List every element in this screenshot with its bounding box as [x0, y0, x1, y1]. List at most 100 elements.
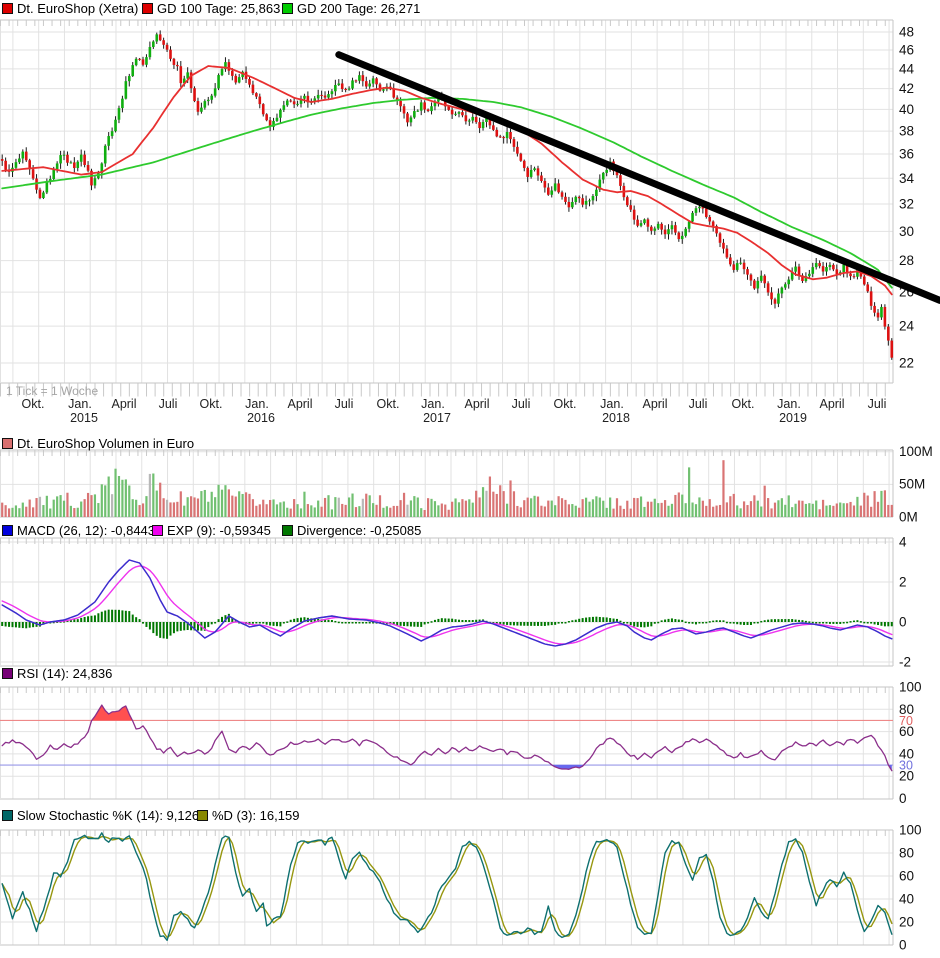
svg-text:28: 28: [899, 253, 914, 268]
legend-item-volume: Dt. EuroShop Volumen in Euro: [2, 435, 195, 451]
svg-text:100M: 100M: [899, 444, 933, 459]
svg-text:36: 36: [899, 147, 914, 162]
svg-text:Juli: Juli: [335, 397, 354, 411]
series-swatch-rsi: [2, 667, 13, 679]
svg-text:2018: 2018: [602, 411, 630, 425]
stoch-k-line: [1, 832, 893, 941]
series-swatch-stoch-d: [197, 809, 208, 821]
svg-text:60: 60: [899, 724, 914, 739]
volume-legend: Dt. EuroShop Volumen in Euro: [0, 436, 940, 451]
svg-text:Okt.: Okt.: [377, 397, 400, 411]
svg-text:100: 100: [899, 680, 922, 695]
series-swatch-gd100: [142, 2, 153, 14]
series-swatch-divergence: [282, 524, 293, 536]
legend-item-divergence: Divergence: -0,25085: [282, 522, 422, 538]
downtrend-line: [335, 51, 940, 304]
price-legend: Dt. EuroShop (Xetra) GD 100 Tage: 25,863…: [0, 1, 940, 16]
svg-text:20: 20: [899, 915, 914, 930]
series-label-volume: Dt. EuroShop Volumen in Euro: [17, 435, 195, 451]
svg-text:Juli: Juli: [689, 397, 708, 411]
gd100-line: [1, 65, 893, 296]
svg-text:4: 4: [899, 535, 907, 550]
svg-text:40: 40: [899, 892, 914, 907]
svg-text:Jan.: Jan.: [245, 397, 269, 411]
svg-text:Okt.: Okt.: [732, 397, 755, 411]
series-label-stoch-d: %D (3): 16,159: [212, 807, 300, 823]
svg-text:42: 42: [899, 81, 914, 96]
svg-text:April: April: [111, 397, 136, 411]
series-label-rsi: RSI (14): 24,836: [17, 665, 113, 681]
svg-text:Jan.: Jan.: [421, 397, 445, 411]
svg-text:April: April: [642, 397, 667, 411]
svg-text:0: 0: [899, 615, 907, 630]
series-label-instrument: Dt. EuroShop (Xetra): [17, 0, 139, 16]
svg-text:2016: 2016: [247, 411, 275, 425]
svg-text:2: 2: [899, 575, 907, 590]
svg-text:30: 30: [899, 224, 914, 239]
svg-text:30: 30: [899, 759, 913, 773]
series-label-exp: EXP (9): -0,59345: [167, 522, 271, 538]
svg-text:Juli: Juli: [159, 397, 178, 411]
svg-text:2015: 2015: [70, 411, 98, 425]
series-swatch-macd: [2, 524, 13, 536]
svg-text:-2: -2: [899, 655, 911, 670]
svg-text:0: 0: [899, 938, 907, 953]
rsi-panel: [0, 686, 894, 800]
svg-text:32: 32: [899, 197, 914, 212]
svg-text:44: 44: [899, 61, 915, 76]
svg-text:Jan.: Jan.: [68, 397, 92, 411]
svg-text:2019: 2019: [779, 411, 807, 425]
svg-text:April: April: [819, 397, 844, 411]
svg-text:Jan.: Jan.: [600, 397, 624, 411]
series-swatch-price: [2, 2, 13, 14]
stoch-y-axis: 100 80 60 40 20 0: [899, 823, 922, 953]
svg-text:100: 100: [899, 823, 922, 838]
svg-text:Okt.: Okt.: [22, 397, 45, 411]
svg-text:38: 38: [899, 124, 914, 139]
svg-text:70: 70: [899, 714, 913, 728]
svg-text:Okt.: Okt.: [554, 397, 577, 411]
macd-legend: MACD (26, 12): -0,8443 EXP (9): -0,59345…: [0, 523, 940, 538]
series-swatch-gd200: [282, 2, 293, 14]
rsi-oversold-fill: [552, 765, 892, 771]
rsi-overbought-fill: [91, 705, 133, 721]
svg-text:48: 48: [899, 25, 914, 40]
macd-panel: [0, 537, 894, 667]
legend-item-rsi: RSI (14): 24,836: [2, 665, 113, 681]
volume-y-axis: 100M 50M 0M: [899, 444, 933, 525]
rsi-line: [1, 704, 893, 772]
stochastic-legend: Slow Stochastic %K (14): 9,1263 %D (3): …: [0, 808, 940, 823]
svg-text:20: 20: [899, 769, 914, 784]
candlesticks: [0, 30, 894, 360]
legend-item-stoch-d: %D (3): 16,159: [197, 807, 300, 823]
legend-item-stoch-k: Slow Stochastic %K (14): 9,1263: [2, 807, 207, 823]
svg-text:50M: 50M: [899, 477, 925, 492]
legend-item-macd: MACD (26, 12): -0,8443: [2, 523, 155, 538]
svg-text:2017: 2017: [423, 411, 451, 425]
series-swatch-exp: [152, 524, 163, 536]
svg-text:Jan.: Jan.: [777, 397, 801, 411]
gd200-line: [1, 96, 893, 289]
stoch-d-line: [1, 835, 893, 939]
svg-text:Juli: Juli: [512, 397, 531, 411]
volume-panel: [0, 449, 894, 518]
series-label-divergence: Divergence: -0,25085: [297, 522, 422, 538]
exp-signal-line: [1, 559, 893, 647]
stochastic-panel: [0, 829, 894, 946]
svg-text:34: 34: [899, 171, 915, 186]
macd-line: [1, 559, 893, 647]
macd-y-axis: 4 2 0 -2: [899, 535, 911, 670]
svg-text:46: 46: [899, 43, 914, 58]
svg-text:24: 24: [899, 319, 915, 334]
svg-text:40: 40: [899, 746, 914, 761]
series-label-gd200: GD 200 Tage: 26,271: [297, 0, 421, 16]
svg-text:0M: 0M: [899, 510, 918, 525]
tick-interval-note: 1 Tick = 1 Woche: [6, 384, 99, 398]
series-label-stoch-k: Slow Stochastic %K (14): 9,1263: [17, 807, 207, 823]
svg-text:60: 60: [899, 869, 914, 884]
svg-text:April: April: [464, 397, 489, 411]
